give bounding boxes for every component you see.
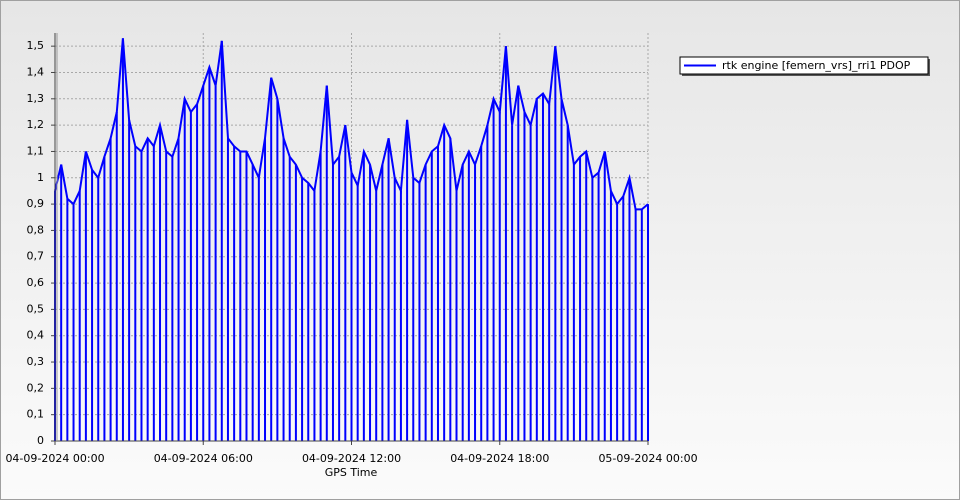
y-tick-label: 1,5 [27, 39, 45, 52]
y-tick-label: 0,5 [27, 302, 45, 315]
y-tick-label: 0 [37, 434, 44, 447]
y-tick-label: 0,9 [27, 197, 45, 210]
y-tick-label: 1,4 [27, 65, 45, 78]
x-tick-label: 04-09-2024 00:00 [5, 452, 104, 465]
legend-box [679, 56, 929, 75]
y-tick-label: 0,2 [27, 381, 45, 394]
y-tick-label: 0,6 [27, 276, 45, 289]
y-tick-label: 0,1 [27, 408, 45, 421]
series-line [54, 38, 649, 211]
x-tick-label: 04-09-2024 06:00 [154, 452, 253, 465]
y-tick-label: 1,3 [27, 92, 45, 105]
y-tick-label: 1 [37, 171, 44, 184]
y-tick-label: 0,3 [27, 355, 45, 368]
y-tick-label: 1,2 [27, 118, 45, 131]
y-tick-label: 1,1 [27, 144, 45, 157]
x-tick-label: 05-09-2024 00:00 [598, 452, 697, 465]
x-axis-title: GPS Time [325, 466, 378, 479]
y-tick-label: 0,4 [27, 329, 45, 342]
x-tick-label: 04-09-2024 18:00 [450, 452, 549, 465]
y-tick-label: 0,7 [27, 250, 45, 263]
y-tick-label: 0,8 [27, 223, 45, 236]
legend-label: rtk engine [femern_vrs]_rri1 PDOP [722, 59, 911, 72]
x-tick-label: 04-09-2024 12:00 [302, 452, 401, 465]
